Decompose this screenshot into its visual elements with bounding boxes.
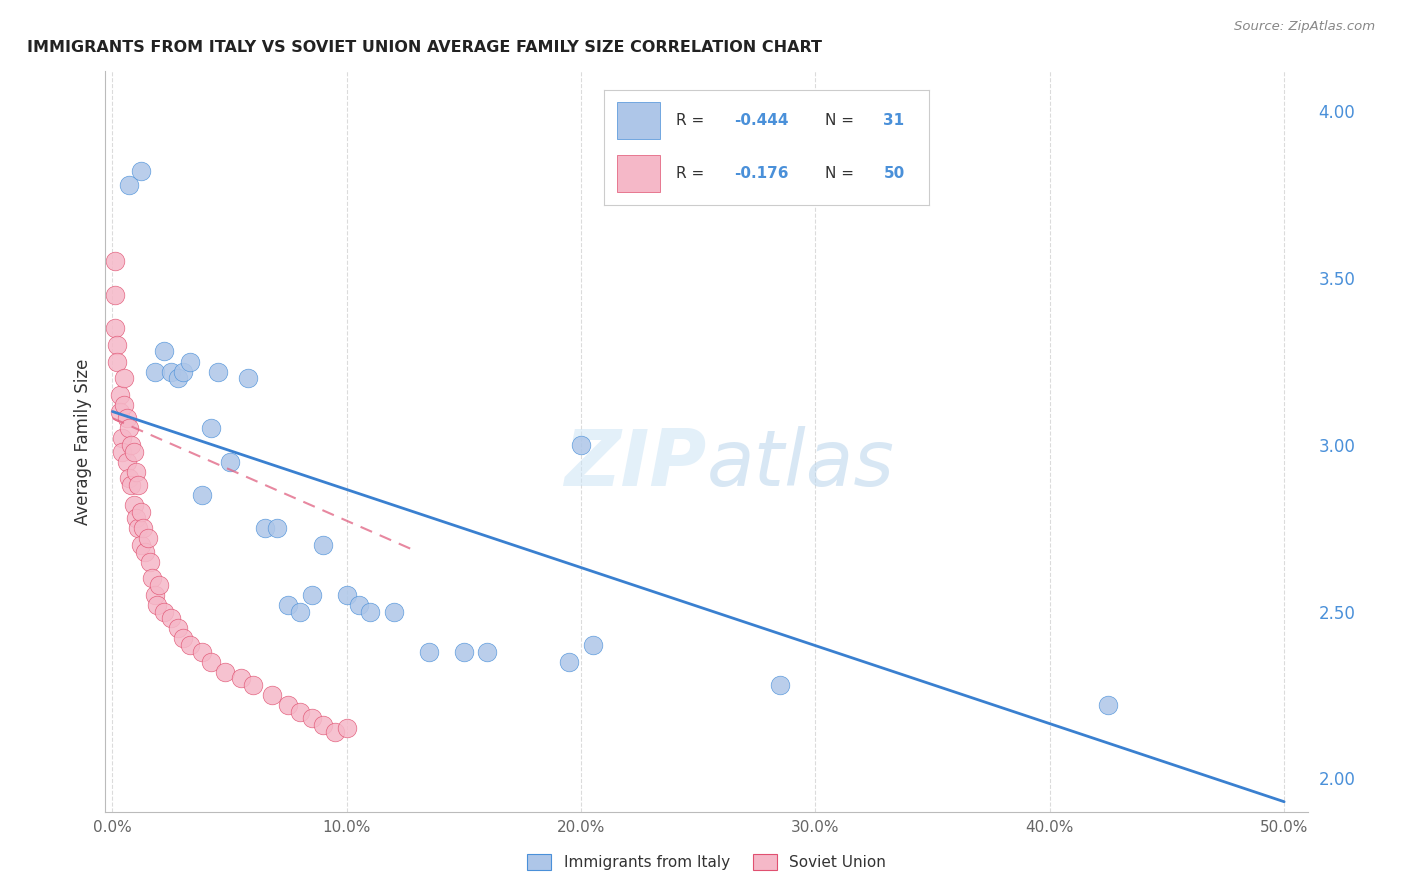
Point <box>200 655 222 669</box>
Point <box>172 632 194 646</box>
Point <box>125 511 148 525</box>
Point <box>146 598 169 612</box>
Point <box>336 588 359 602</box>
Point <box>167 621 190 635</box>
Point <box>260 688 283 702</box>
Point <box>134 544 156 558</box>
Point <box>359 605 381 619</box>
Point <box>582 638 605 652</box>
Point <box>108 404 131 418</box>
Point <box>312 538 335 552</box>
Point <box>127 478 149 492</box>
Point <box>179 354 201 368</box>
Point <box>118 178 141 192</box>
Point <box>148 578 170 592</box>
Point <box>277 598 299 612</box>
Point <box>136 531 159 545</box>
Point <box>218 454 240 468</box>
Point <box>122 444 145 458</box>
Point <box>108 388 131 402</box>
Y-axis label: Average Family Size: Average Family Size <box>73 359 91 524</box>
Point <box>1097 698 1119 712</box>
Point <box>382 605 405 619</box>
Point <box>143 364 166 378</box>
Text: Source: ZipAtlas.com: Source: ZipAtlas.com <box>1234 20 1375 33</box>
Point <box>769 678 792 692</box>
Point <box>120 438 142 452</box>
Point <box>277 698 299 712</box>
Text: IMMIGRANTS FROM ITALY VS SOVIET UNION AVERAGE FAMILY SIZE CORRELATION CHART: IMMIGRANTS FROM ITALY VS SOVIET UNION AV… <box>27 40 823 55</box>
Point <box>143 588 166 602</box>
Point <box>453 645 475 659</box>
Point <box>160 611 183 625</box>
Point <box>172 364 194 378</box>
Point <box>122 498 145 512</box>
Point <box>105 338 128 352</box>
Point <box>558 655 581 669</box>
Point <box>118 471 141 485</box>
Point <box>111 431 134 445</box>
Point <box>207 364 229 378</box>
Point <box>242 678 264 692</box>
Point <box>127 521 149 535</box>
Legend: Immigrants from Italy, Soviet Union: Immigrants from Italy, Soviet Union <box>519 847 894 878</box>
Point <box>115 454 138 468</box>
Point <box>190 645 212 659</box>
Point <box>112 371 135 385</box>
Point <box>231 671 253 685</box>
Point <box>125 465 148 479</box>
Point <box>301 588 323 602</box>
Point <box>153 344 176 359</box>
Point <box>569 438 592 452</box>
Point <box>312 718 335 732</box>
Point <box>120 478 142 492</box>
Point <box>132 521 155 535</box>
Point <box>323 724 346 739</box>
Text: ZIP: ZIP <box>564 425 707 502</box>
Point <box>139 555 162 569</box>
Point <box>104 254 127 268</box>
Point <box>179 638 201 652</box>
Point <box>190 488 212 502</box>
Point <box>214 665 236 679</box>
Point <box>288 605 311 619</box>
Point <box>347 598 370 612</box>
Point <box>129 505 152 519</box>
Point <box>253 521 276 535</box>
Point <box>104 321 127 335</box>
Point <box>104 287 127 301</box>
Point <box>115 411 138 425</box>
Point <box>477 645 499 659</box>
Point <box>266 521 288 535</box>
Point <box>118 421 141 435</box>
Point <box>111 444 134 458</box>
Point <box>160 364 183 378</box>
Point <box>141 571 163 585</box>
Point <box>167 371 190 385</box>
Point <box>336 722 359 736</box>
Point <box>288 705 311 719</box>
Text: atlas: atlas <box>707 425 894 502</box>
Point <box>129 538 152 552</box>
Point <box>200 421 222 435</box>
Point <box>105 354 128 368</box>
Point <box>238 371 260 385</box>
Point <box>301 711 323 725</box>
Point <box>153 605 176 619</box>
Point <box>112 398 135 412</box>
Point <box>418 645 440 659</box>
Point <box>129 164 152 178</box>
